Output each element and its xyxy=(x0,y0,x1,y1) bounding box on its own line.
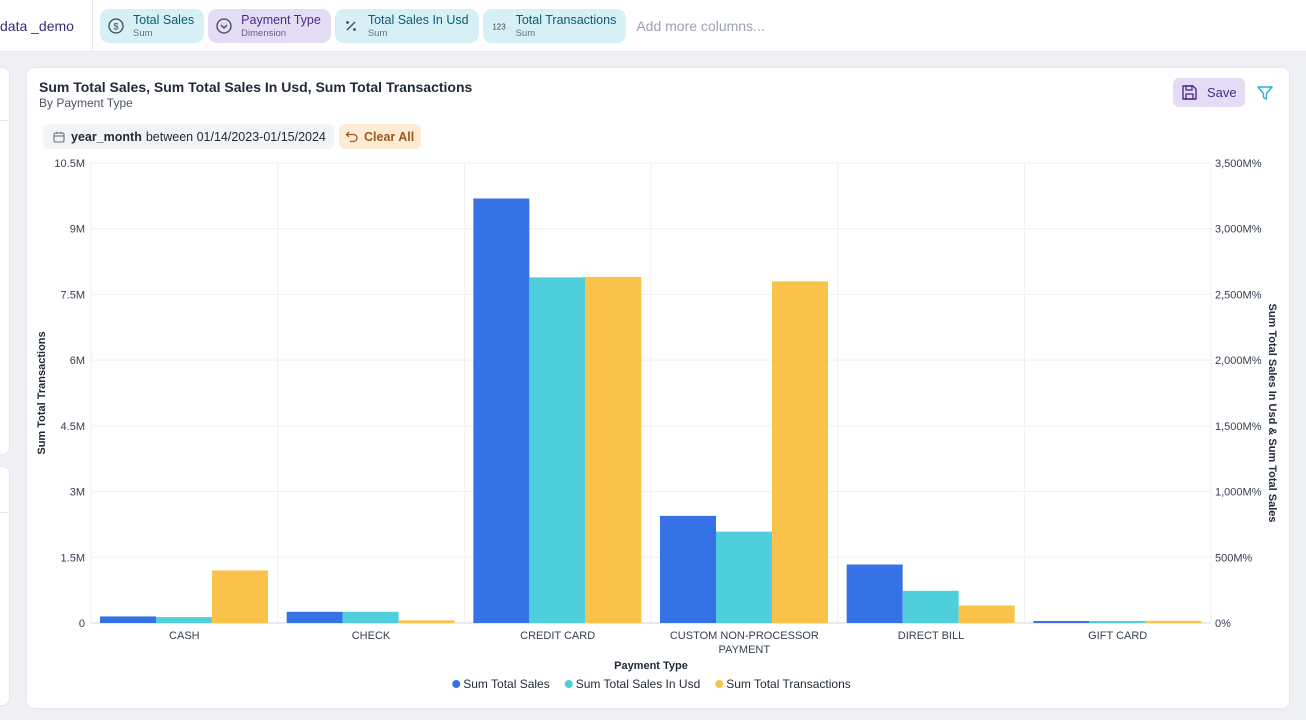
bar-sum-total-sales xyxy=(1033,621,1090,623)
x-axis-tick-label: CREDIT CARD xyxy=(520,630,595,642)
column-chip-name: Total Sales In Usd xyxy=(367,13,469,27)
chart-card: Sum Total Sales, Sum Total Sales In Usd,… xyxy=(26,67,1290,709)
bar-sum-total-sales xyxy=(100,616,156,623)
column-chip-aggregation: Sum xyxy=(133,27,153,39)
right-axis-tick-label: 1,500M% xyxy=(1215,421,1262,433)
left-axis-title: Sum Total Transactions xyxy=(36,331,48,454)
bar-sum-total-sales-in-usd xyxy=(342,611,399,623)
x-axis-tick-label: CHECK xyxy=(352,630,391,642)
column-chip-total-sales-in-usd[interactable]: Total Sales In Usd Sum xyxy=(334,9,479,43)
x-axis-tick-label: PAYMENT xyxy=(719,644,771,656)
right-axis-tick-label: 2,000M% xyxy=(1215,355,1262,367)
undo-icon xyxy=(345,131,358,143)
bar-sum-total-sales xyxy=(286,611,343,623)
left-axis-tick-label: 7.5M xyxy=(61,289,85,301)
legend-swatch xyxy=(452,680,461,688)
x-axis-tick-label: CASH xyxy=(169,630,200,642)
number-icon-glyph: 123 xyxy=(492,23,506,32)
right-axis-tick-label: 1,000M% xyxy=(1215,487,1262,499)
left-axis-tick-label: 0 xyxy=(79,618,85,630)
column-chips: $ Total Sales Sum Payment Type Dimension… xyxy=(100,9,765,43)
save-button[interactable]: Save xyxy=(1173,78,1245,107)
chart-title: Sum Total Sales, Sum Total Sales In Usd,… xyxy=(39,79,473,95)
left-axis-tick-label: 6M xyxy=(70,355,85,367)
sidebar-panel-top xyxy=(0,67,10,455)
right-axis-title: Sum Total Sales In Usd & Sum Total Sales xyxy=(1266,303,1278,522)
bar-sum-total-transactions xyxy=(772,281,828,623)
column-chip-total-sales[interactable]: $ Total Sales Sum xyxy=(100,9,205,43)
chevron-circle-icon xyxy=(214,16,234,36)
column-chip-name: Payment Type xyxy=(241,13,321,27)
left-axis-tick-label: 1.5M xyxy=(61,552,85,564)
legend-swatch xyxy=(715,680,724,688)
filter-field: year_month xyxy=(71,129,142,144)
legend-label: Sum Total Transactions xyxy=(726,677,851,691)
left-axis-tick-label: 3M xyxy=(70,487,85,499)
chart-subtitle: By Payment Type xyxy=(39,96,133,110)
bar-sum-total-sales xyxy=(660,515,716,623)
bar-sum-total-transactions xyxy=(212,570,268,623)
column-chip-aggregation: Sum xyxy=(367,27,388,39)
right-axis-tick-label: 3,000M% xyxy=(1215,224,1262,236)
legend-label: Sum Total Sales xyxy=(463,677,550,691)
column-chip-name: Total Sales xyxy=(133,13,195,27)
left-axis-tick-label: 10.5M xyxy=(54,158,85,170)
dataset-name[interactable]: data _demo xyxy=(0,18,74,34)
bar-sum-total-transactions xyxy=(958,605,1015,623)
dollar-icon: $ xyxy=(106,16,126,36)
bar-sum-total-sales xyxy=(846,564,903,623)
clear-all-button[interactable]: Clear All xyxy=(339,124,422,149)
bar-sum-total-sales-in-usd xyxy=(1089,621,1146,623)
column-chip-total-transactions[interactable]: 123 Total Transactions Sum xyxy=(482,9,627,43)
x-axis-tick-label: GIFT CARD xyxy=(1088,630,1147,642)
bar-sum-total-transactions xyxy=(585,276,642,623)
sidebar-divider xyxy=(0,512,10,513)
filter-condition: between 01/14/2023-01/15/2024 xyxy=(145,129,326,144)
svg-text:$: $ xyxy=(113,22,118,32)
topbar-divider xyxy=(92,0,93,52)
save-icon xyxy=(1182,85,1197,100)
bar-sum-total-sales-in-usd xyxy=(902,590,959,623)
legend-label: Sum Total Sales In Usd xyxy=(576,677,701,691)
left-axis-tick-label: 4.5M xyxy=(61,421,85,433)
bar-sum-total-transactions xyxy=(1145,620,1202,623)
bar-sum-total-transactions xyxy=(398,620,455,623)
date-filter-pill[interactable]: year_month between 01/14/2023-01/15/2024 xyxy=(43,124,334,149)
left-axis-tick-label: 9M xyxy=(70,224,85,236)
add-columns-input[interactable]: Add more columns... xyxy=(636,18,765,34)
clear-all-label: Clear All xyxy=(364,129,415,144)
right-axis-tick-label: 0% xyxy=(1215,618,1231,630)
save-button-label: Save xyxy=(1207,85,1237,100)
right-axis-tick-label: 2,500M% xyxy=(1215,289,1262,301)
calendar-icon xyxy=(53,131,65,143)
column-chip-payment-type[interactable]: Payment Type Dimension xyxy=(208,9,331,43)
right-axis-tick-label: 500M% xyxy=(1215,552,1253,564)
x-axis-tick-label: DIRECT BILL xyxy=(898,630,964,642)
top-bar: data _demo $ Total Sales Sum Payment Typ… xyxy=(0,0,1306,52)
bar-sum-total-sales-in-usd xyxy=(156,617,212,623)
legend-swatch xyxy=(564,680,573,688)
right-axis-tick-label: 3,500M% xyxy=(1215,158,1262,170)
percent-icon xyxy=(341,16,361,36)
x-axis-tick-label: CUSTOM NON-PROCESSOR xyxy=(670,630,819,642)
sidebar-panel-bottom xyxy=(0,466,10,706)
bar-sum-total-sales-in-usd xyxy=(529,277,586,623)
x-axis-title: Payment Type xyxy=(614,660,688,672)
bar-sum-total-sales xyxy=(473,198,530,623)
sidebar-divider xyxy=(0,120,10,121)
column-chip-name: Total Transactions xyxy=(515,13,617,27)
column-chip-aggregation: Dimension xyxy=(241,27,287,39)
bar-chart: 0 1.5M 3M 4.5M 6M 7.5M 9M 10.5M 0% 500M% 1,000M% 1,… xyxy=(36,158,1278,691)
filter-icon[interactable] xyxy=(1256,84,1274,102)
column-chip-aggregation: Sum xyxy=(515,27,536,39)
number-icon: 123 xyxy=(489,16,509,36)
bar-sum-total-sales-in-usd xyxy=(716,531,772,623)
